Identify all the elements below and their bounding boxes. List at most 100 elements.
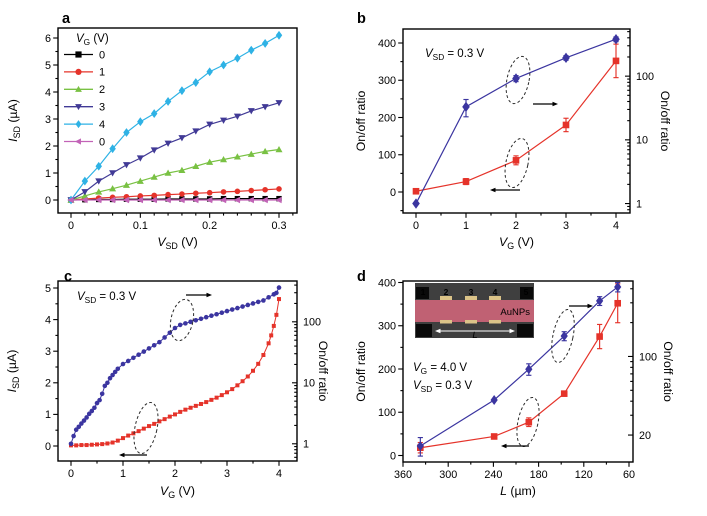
svg-text:100: 100 (303, 317, 321, 329)
svg-text:4: 4 (45, 314, 51, 326)
svg-text:4: 4 (45, 87, 51, 99)
panel-letter: d (357, 269, 366, 285)
svg-text:3: 3 (224, 468, 230, 480)
svg-text:ISD (µA): ISD (µA) (5, 350, 21, 393)
svg-text:0.1: 0.1 (133, 220, 148, 232)
svg-text:20: 20 (639, 430, 651, 442)
svg-text:5: 5 (524, 287, 529, 297)
svg-text:0: 0 (99, 49, 105, 61)
axis-pointer-arrow (119, 452, 147, 458)
svg-text:ISD (µA): ISD (µA) (6, 99, 22, 142)
series-VG-2 (67, 145, 283, 203)
svg-text:0: 0 (45, 195, 51, 207)
svg-text:0.3: 0.3 (271, 220, 286, 232)
svg-text:4: 4 (493, 287, 498, 297)
svg-text:3: 3 (563, 220, 569, 232)
panel-b: 0 1 2 3 4 VG (V) 0 100 200 300 400 On/off ratio 1 10 1… (353, 0, 707, 258)
series-VG-3 (67, 100, 283, 204)
svg-text:100: 100 (639, 351, 657, 363)
svg-text:100: 100 (378, 407, 396, 419)
svg-text:4: 4 (99, 119, 105, 131)
x-axis: 0 1 2 3 4 VG (V) (413, 220, 619, 251)
series-VG-4 (67, 30, 283, 205)
svg-text:3: 3 (45, 346, 51, 358)
svg-text:b: b (357, 11, 366, 27)
svg-text:10: 10 (303, 378, 315, 390)
curve-highlight-ellipse (551, 309, 575, 363)
svg-text:VG (V): VG (V) (76, 33, 109, 47)
panel-b-chart: 0 1 2 3 4VG (V) 0 100 200 300 400 On/off ratio 1101… (354, 11, 672, 251)
svg-text:240: 240 (484, 469, 502, 481)
svg-text:0: 0 (99, 136, 105, 148)
axis-pointer-arrow (501, 443, 529, 449)
svg-text:4: 4 (276, 468, 282, 480)
svg-text:1: 1 (421, 287, 426, 297)
svg-text:AuNPs: AuNPs (500, 307, 530, 318)
svg-text:0: 0 (68, 468, 74, 480)
panel-letter: b (357, 11, 366, 27)
svg-text:400: 400 (378, 38, 396, 50)
electrode-pad (416, 287, 429, 299)
svg-text:1: 1 (120, 468, 126, 480)
gold-pad (465, 296, 477, 300)
y-axis-left: 0 100 200 300 400 On/off ratio (354, 38, 396, 199)
svg-text:L (µm): L (µm) (500, 484, 536, 498)
svg-text:200: 200 (378, 112, 396, 124)
svg-text:1: 1 (303, 439, 309, 451)
y-axis-right: 20 100 On/off ratio (639, 341, 675, 442)
panel-c: 0 1 2 3 4 VG (V) 0 1 2 3 4 5 ISD (µA) 1 10 100 On/off ra… (0, 258, 354, 516)
svg-text:1: 1 (45, 409, 51, 421)
panel-d: 360 300 240 180 120 60 L (µm) 0 100 200 300 400 On/o… (353, 258, 707, 516)
svg-text:VSD = 0.3 V: VSD = 0.3 V (77, 291, 136, 305)
y-axis-left: 0 100 200 300 400 On/off ratio (354, 277, 396, 462)
aunp-film (415, 300, 534, 322)
annotation: VG = 4.0 V (413, 362, 467, 376)
svg-text:a: a (62, 11, 71, 27)
svg-text:L: L (472, 330, 477, 341)
curve-highlight-ellipse (133, 401, 159, 455)
svg-text:400: 400 (378, 277, 396, 289)
x-axis: 0 0.1 0.2 0.3 VSD (V) (68, 220, 287, 251)
svg-text:On/off ratio: On/off ratio (354, 91, 368, 152)
svg-text:300: 300 (439, 469, 457, 481)
svg-text:3: 3 (45, 114, 51, 126)
y-axis-right: 1 10 100 On/off ratio (303, 317, 330, 451)
axis-pointer-arrow (490, 187, 520, 193)
gold-pad (440, 296, 452, 300)
svg-text:200: 200 (378, 364, 396, 376)
svg-text:300: 300 (378, 321, 396, 333)
x-axis: 0 1 2 3 4 VG (V) (68, 468, 282, 500)
y-axis-left: 0 1 2 3 4 5 ISD (µA) (5, 283, 51, 453)
svg-text:On/off ratio: On/off ratio (354, 341, 368, 402)
svg-text:2: 2 (45, 141, 51, 153)
svg-text:2: 2 (444, 287, 449, 297)
panel-c-chart: 0 1 2 3 4 VG (V) 0 1 2 3 4 5 ISD (µA) 1 10 100 On/off ra… (5, 269, 330, 500)
svg-text:1: 1 (463, 220, 469, 232)
axes: 360 300 240 180 120 60L (µm)0100200300400On/o… (354, 277, 675, 498)
panel-a-chart: 0 0.1 0.2 0.3 VSD (V) 0 1 2 3 4 5 6 ISD (µA) VG (V) 0 1… (6, 11, 298, 251)
svg-text:0: 0 (390, 187, 396, 199)
series-onoff-log (68, 285, 282, 447)
svg-text:1: 1 (99, 67, 105, 79)
svg-text:c: c (64, 269, 72, 285)
axes: 0 1 2 3 4VG (V) 0 100 200 300 400 On/off ratio 1101… (354, 28, 672, 251)
svg-text:2: 2 (172, 468, 178, 480)
gold-pad (440, 320, 452, 324)
svg-text:300: 300 (378, 75, 396, 87)
svg-text:2: 2 (99, 84, 105, 96)
series-onoff-linear (412, 43, 620, 195)
axis-pointer-arrow (533, 101, 558, 107)
svg-text:6: 6 (45, 33, 51, 45)
svg-text:VSD = 0.3 V: VSD = 0.3 V (425, 48, 484, 62)
series-onoff-linear (417, 283, 621, 454)
svg-text:100: 100 (636, 71, 654, 83)
y-axis-right: 1 10 100 On/off ratio (636, 71, 672, 210)
svg-text:180: 180 (530, 469, 548, 481)
axes: 0 0.1 0.2 0.3 VSD (V) 0 1 2 3 4 5 6 ISD (µA) (6, 27, 298, 251)
axis-pointer-arrow (186, 292, 212, 298)
device-inset: 1 2 3 4 5 AuNPs L (415, 283, 534, 341)
gold-pad (489, 296, 501, 300)
annotation: VSD = 0.3 V (77, 291, 136, 305)
svg-text:3: 3 (99, 102, 105, 114)
svg-text:0: 0 (390, 450, 396, 462)
